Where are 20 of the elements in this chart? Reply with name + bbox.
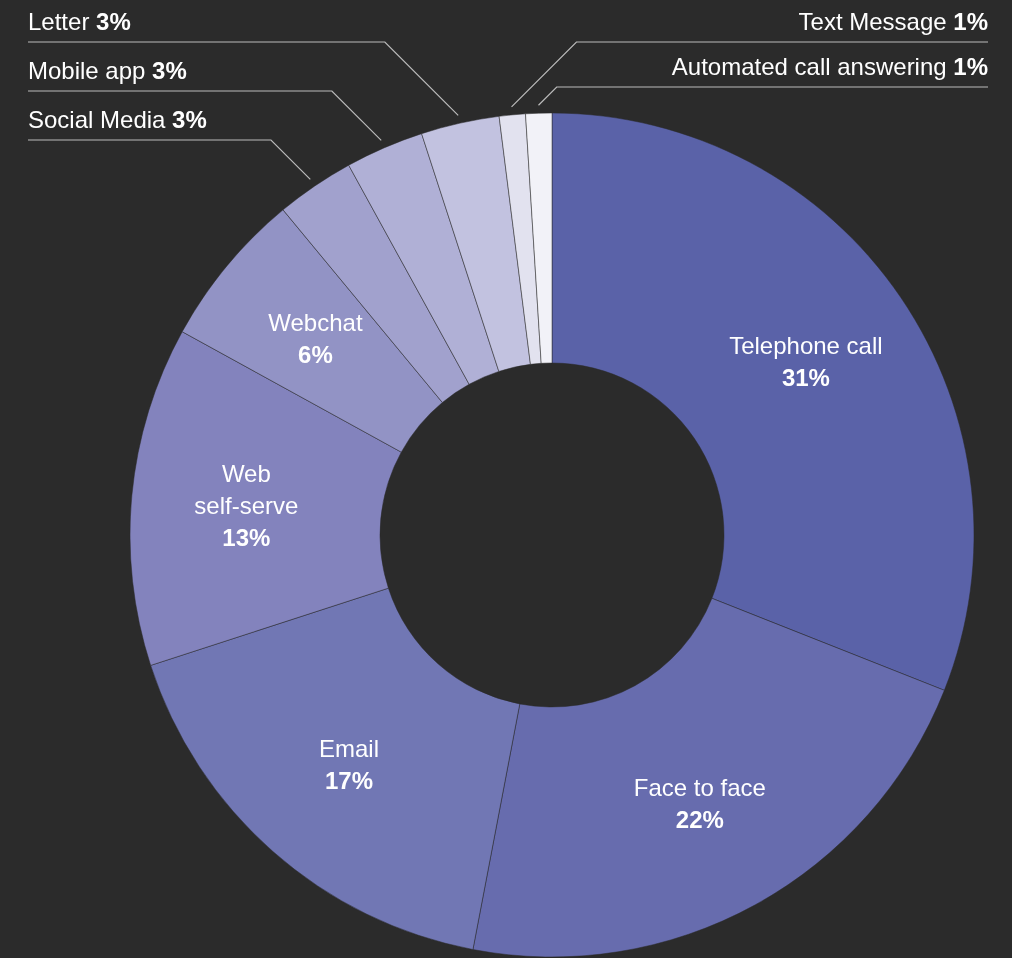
slice-label: Webchat (268, 309, 363, 337)
data-label: 22% (675, 806, 724, 834)
slice-label: Text Message (798, 8, 947, 35)
slice-label: Social Media (28, 106, 166, 133)
data-label: 1% (953, 8, 988, 35)
slice-label: Email (318, 735, 379, 763)
slice-label: Mobile app (28, 57, 146, 84)
slice-label: Web self-serve (194, 460, 299, 520)
data-label: 3% (152, 57, 187, 84)
data-label: 1% (953, 53, 988, 80)
slice-label: Automated call answering (671, 53, 947, 80)
slice-label: Letter (28, 8, 90, 35)
slice-label: Telephone call (729, 332, 883, 360)
data-label: 3% (96, 8, 131, 35)
data-label: 6% (298, 341, 333, 369)
data-label: 31% (781, 364, 830, 392)
slice-label: Face to face (633, 774, 766, 802)
data-label: 17% (324, 767, 373, 795)
data-label: 13% (222, 524, 271, 552)
data-label: 3% (172, 106, 207, 133)
